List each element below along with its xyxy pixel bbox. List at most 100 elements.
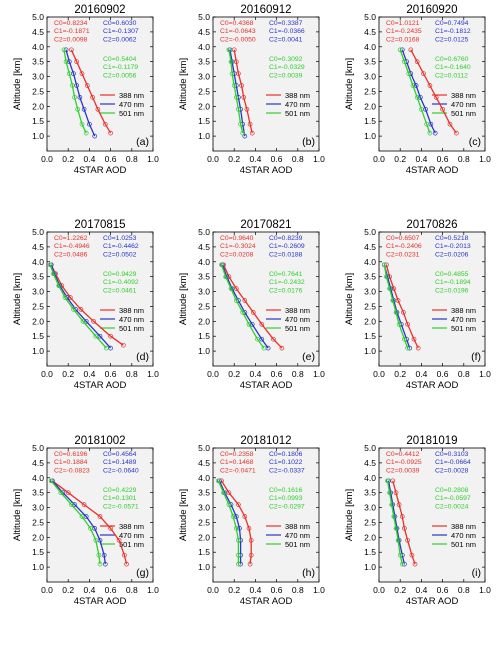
data-point-501 <box>384 274 389 280</box>
data-point-501 <box>410 83 416 88</box>
data-point-501 <box>223 274 229 280</box>
y-tick-label: 1.5 <box>198 547 210 557</box>
y-tick-label: 4.5 <box>198 242 210 252</box>
y-tick-label: 5.0 <box>32 227 44 237</box>
coeff-470: C2=0.0028 <box>435 467 469 474</box>
legend-label: 388 nm <box>285 91 310 100</box>
x-tick-label: 0.0 <box>207 369 219 379</box>
y-tick-label: 3.0 <box>32 287 44 297</box>
coeff-388: C2=0.0231 <box>386 251 420 258</box>
coeff-388: C0=1.0121 <box>386 20 420 27</box>
coeff-501: C1=0.0993 <box>269 495 303 502</box>
coeff-501: C2=-0.0571 <box>103 503 139 510</box>
data-point-501 <box>389 502 395 507</box>
x-axis-label: 4STAR AOD <box>74 380 127 391</box>
coeff-470: C2=0.0502 <box>103 251 137 258</box>
coeff-388: C2=-0.0823 <box>54 467 90 474</box>
data-point-388 <box>122 552 127 558</box>
data-point-388 <box>271 336 276 342</box>
data-point-388 <box>433 95 439 100</box>
y-tick-label: 4.5 <box>364 242 376 252</box>
coeff-501: C0=0.7641 <box>269 271 303 278</box>
y-tick-label: 1.5 <box>364 116 376 126</box>
y-axis-label: Altitude [km] <box>178 58 189 110</box>
data-point-501 <box>393 526 399 531</box>
coeff-501: C2=0.0112 <box>435 72 468 79</box>
x-tick-label: 0.4 <box>249 369 261 379</box>
y-tick-label: 4.0 <box>198 257 210 267</box>
x-tick-label: 0.0 <box>207 585 219 595</box>
plot-area <box>378 16 486 152</box>
coeff-470: C1=-0.0366 <box>269 28 305 35</box>
panel-title: 20170821 <box>240 219 291 231</box>
data-point-501 <box>228 286 234 291</box>
chart-panel: 20181002 0.0 0.2 0.4 0.6 0.8 1.0 1.0 1.5 2.0 2.5 3.… <box>12 435 159 607</box>
y-tick-label: 2.0 <box>364 316 376 326</box>
data-point-388 <box>84 83 90 88</box>
data-point-501 <box>240 130 246 136</box>
x-tick-label: 1.0 <box>479 369 491 379</box>
y-axis-label: Altitude [km] <box>178 273 189 325</box>
y-tick-label: 3.5 <box>364 272 376 282</box>
data-point-501 <box>93 537 99 543</box>
y-axis-label: Altitude [km] <box>178 489 189 541</box>
coeff-470: C2=0.0125 <box>435 36 469 43</box>
y-tick-label: 4.5 <box>198 458 210 468</box>
coeff-470: C1=0.1489 <box>103 459 137 466</box>
data-point-470 <box>72 502 77 507</box>
y-axis-label: Altitude [km] <box>344 273 355 325</box>
coeff-501: C1=-0.0329 <box>269 64 305 71</box>
y-tick-label: 5.0 <box>364 12 376 22</box>
y-tick-label: 3.0 <box>198 287 210 297</box>
x-tick-label: 0.4 <box>415 369 427 379</box>
data-point-501 <box>255 336 260 342</box>
y-tick-label: 1.5 <box>198 331 210 341</box>
data-point-501 <box>397 47 403 53</box>
data-point-470 <box>233 514 239 519</box>
x-axis-label: 4STAR AOD <box>406 380 459 391</box>
data-point-388 <box>102 121 108 127</box>
x-axis-label: 4STAR AOD <box>74 596 127 607</box>
data-point-501 <box>79 514 85 519</box>
coeff-470: C1=-0.2609 <box>269 243 305 250</box>
data-point-501 <box>387 286 392 291</box>
data-point-470 <box>237 526 242 531</box>
coeff-388: C1=-0.3024 <box>220 243 256 250</box>
y-tick-label: 1.5 <box>198 116 210 126</box>
x-tick-label: 0.2 <box>62 369 74 379</box>
data-point-501 <box>236 106 241 112</box>
x-tick-label: 0.6 <box>105 154 117 164</box>
x-tick-label: 0.0 <box>373 585 385 595</box>
data-point-501 <box>396 321 402 327</box>
x-tick-label: 0.4 <box>415 585 427 595</box>
coeff-470: C2=0.0188 <box>269 251 303 258</box>
data-point-501 <box>75 106 81 112</box>
y-axis-label: Altitude [km] <box>12 273 23 325</box>
data-point-388 <box>108 526 113 531</box>
data-point-501 <box>414 95 420 100</box>
coeff-388: C1=0.1468 <box>220 459 254 466</box>
panel-label: (f) <box>471 351 481 363</box>
coeff-388: C0=0.4412 <box>386 451 420 458</box>
data-point-501 <box>238 121 243 127</box>
y-tick-label: 3.5 <box>198 272 210 282</box>
coeff-501: C0=0.5404 <box>103 56 137 63</box>
coeff-470: C1=-0.2013 <box>435 243 471 250</box>
y-tick-label: 1.0 <box>364 131 376 141</box>
coeff-388: C2=0.0208 <box>220 251 254 258</box>
y-axis-label: Altitude [km] <box>12 58 23 110</box>
data-point-501 <box>261 345 267 351</box>
coeff-501: C0=0.4855 <box>435 271 469 278</box>
chart-panel: 20160912 0.0 0.2 0.4 0.6 0.8 1.0 1.0 1.5 2.0 2.5 3.… <box>178 4 325 176</box>
data-point-388 <box>427 83 433 88</box>
legend-label: 388 nm <box>285 306 310 315</box>
legend-label: 388 nm <box>451 306 476 315</box>
panel-title: 20170826 <box>406 219 457 231</box>
coeff-501: C1=-0.1640 <box>435 64 471 71</box>
data-point-501 <box>229 71 235 76</box>
x-tick-label: 0.8 <box>458 585 470 595</box>
coeff-501: C1=-0.1894 <box>435 279 471 286</box>
data-point-388 <box>421 71 426 76</box>
x-tick-label: 0.2 <box>228 369 240 379</box>
coeff-470: C0=0.1806 <box>269 451 303 458</box>
